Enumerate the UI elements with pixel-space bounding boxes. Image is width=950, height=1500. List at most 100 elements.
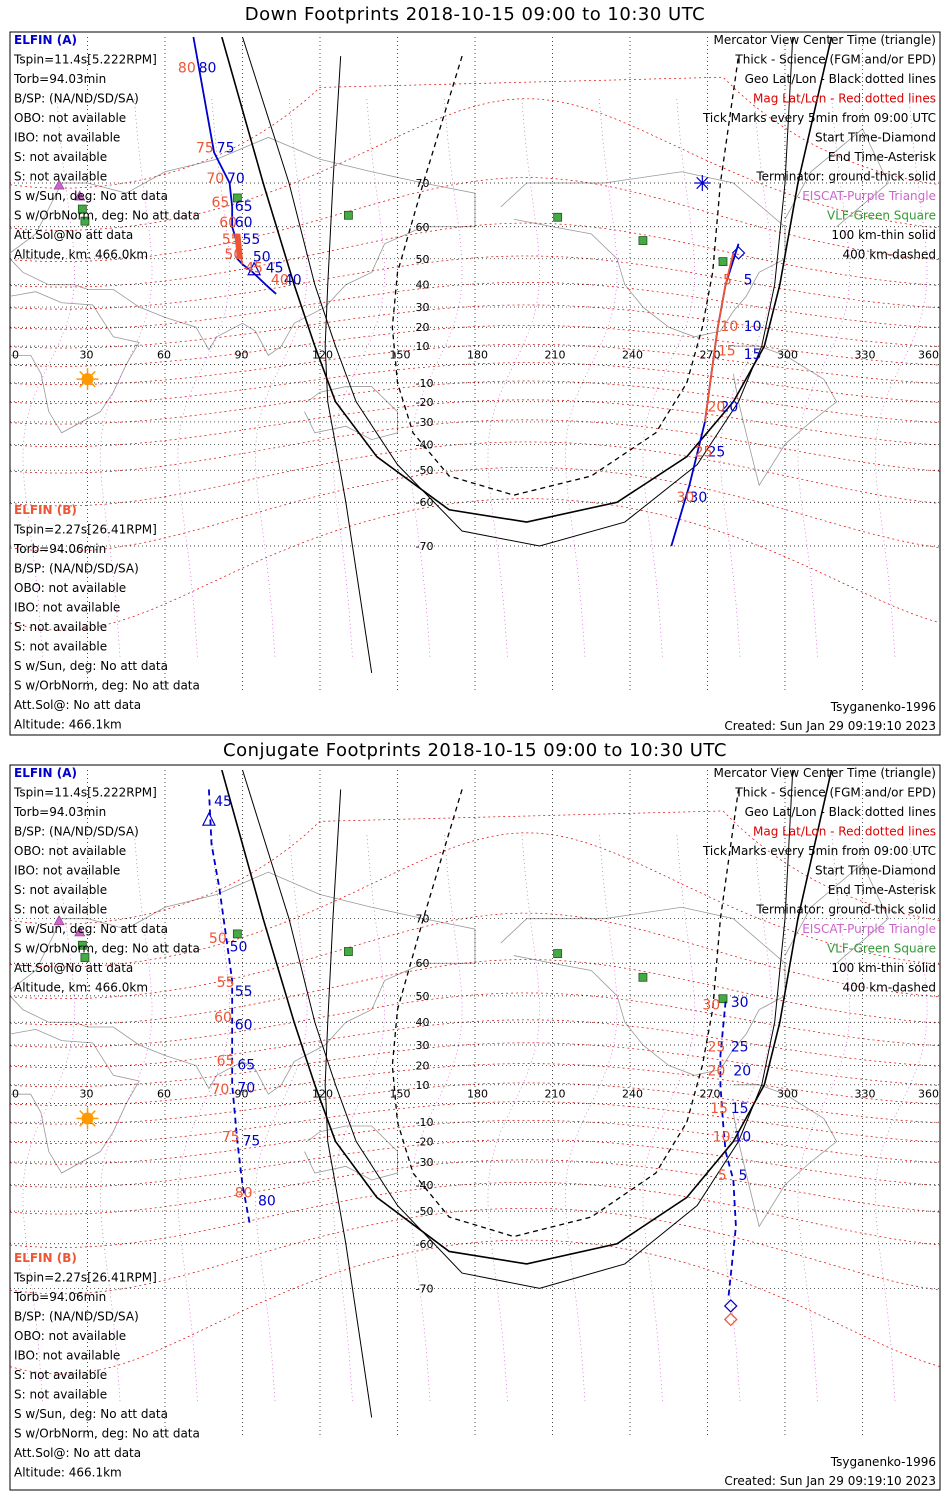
elfin-b-info-line: Att.Sol@: No att data xyxy=(14,698,141,712)
elfin-b-info-line: S w/Sun, deg: No att data xyxy=(14,659,168,673)
elfin-a-info-line: Altitude, km: 466.0km xyxy=(14,981,148,995)
elfin-b-info-line: Att.Sol@: No att data xyxy=(14,1446,141,1460)
lat-tick-label: 60 xyxy=(416,221,430,234)
track-tick-label: 80 xyxy=(235,1185,253,1201)
track-tick-label: 30 xyxy=(677,490,695,506)
legend-entry: End Time-Asterisk xyxy=(828,150,936,164)
legend-entry: 400 km-dashed xyxy=(842,981,936,995)
lat-tick-label: -10 xyxy=(416,377,434,390)
track-tick-label: 5 xyxy=(739,1168,748,1184)
lon-tick-label: 240 xyxy=(622,1088,643,1101)
track-tick-label: 65 xyxy=(217,1054,235,1070)
geo-grid xyxy=(10,37,940,692)
start-time-diamond xyxy=(723,1312,738,1327)
legend-entry: Mercator View Center Time (triangle) xyxy=(714,766,936,780)
legend-entry: End Time-Asterisk xyxy=(828,883,936,897)
track-tick-label: 70 xyxy=(206,171,224,187)
elfin-b-info-line: IBO: not available xyxy=(14,601,120,615)
elfin-a-info-line: B/SP: (NA/ND/SD/SA) xyxy=(14,825,139,839)
track-tick-label: 80 xyxy=(199,60,217,76)
terminator-ground xyxy=(221,770,833,1265)
elfin-a-info-line: Altitude, km: 466.0km xyxy=(14,248,148,262)
lat-tick-label: 10 xyxy=(416,1079,430,1092)
track-tick-label: 60 xyxy=(219,215,237,231)
center-time-triangle xyxy=(201,811,216,826)
elfin-a-info-line: S: not available xyxy=(14,170,107,184)
terminator-thin-left xyxy=(324,789,373,1418)
elfin-b-info-line: S: not available xyxy=(14,620,107,634)
elfin-a-info-line: S w/Sun, deg: No att data xyxy=(14,189,168,203)
lat-tick-label: -50 xyxy=(416,464,434,477)
track-tick-label: 50 xyxy=(230,940,248,956)
lat-tick-label: 70 xyxy=(416,177,430,190)
elfin-b-info-line: Torb=94.06min xyxy=(13,542,106,556)
elfin-b-info-line: S w/OrbNorm, deg: No att data xyxy=(14,1427,200,1441)
lon-tick-label: 120 xyxy=(312,349,333,362)
elfin-b-info-line: Altitude: 466.1km xyxy=(14,718,122,732)
track-tick-label: 70 xyxy=(212,1082,230,1098)
vlf-site-marker xyxy=(553,212,563,222)
lat-tick-label: -50 xyxy=(416,1205,434,1218)
track-tick-label: 80 xyxy=(178,60,196,76)
legend-entry: Mag Lat/Lon - Red dotted lines xyxy=(753,825,936,839)
lon-tick-label: 60 xyxy=(157,349,171,362)
start-time-diamond xyxy=(731,246,746,260)
elfin-b-info-line: Torb=94.06min xyxy=(13,1290,106,1304)
elfin-a-info-line: Tspin=11.4s[5.222RPM] xyxy=(13,53,157,67)
legend-entry: Mercator View Center Time (triangle) xyxy=(714,33,936,47)
elfin-b-info-line: B/SP: (NA/ND/SD/SA) xyxy=(14,1310,139,1324)
track-elfin-b-south xyxy=(704,252,735,423)
elfin-a-info-line: Torb=94.03min xyxy=(13,805,106,819)
track-tick-label: 50 xyxy=(224,247,242,263)
elfin-b-info-line: Tspin=2.27s[26.41RPM] xyxy=(13,523,157,537)
track-tick-label: 30 xyxy=(702,998,720,1014)
legend-entry: VLF-Green Square xyxy=(827,209,936,223)
elfin-b-info-line: S w/Sun, deg: No att data xyxy=(14,1407,168,1421)
eiscat-site-marker xyxy=(74,926,86,937)
legend-entry: Terminator: ground-thick solid xyxy=(755,903,936,917)
lon-tick-label: 240 xyxy=(622,349,643,362)
track-tick-label: 45 xyxy=(245,260,263,276)
legend: Mercator View Center Time (triangle) Thic… xyxy=(702,33,936,262)
lon-tick-label: 360 xyxy=(918,1088,939,1101)
lat-tick-label: -40 xyxy=(416,438,434,451)
elfin-b-info-line: S: not available xyxy=(14,640,107,654)
lon-tick-label: 0 xyxy=(12,1088,19,1101)
lat-tick-label: 50 xyxy=(416,990,430,1003)
lon-tick-label: 60 xyxy=(157,1088,171,1101)
vlf-site-marker xyxy=(80,216,90,226)
elfin-b-info-line: IBO: not available xyxy=(14,1349,120,1363)
track-tick-label: 40 xyxy=(284,273,302,289)
legend-entry: Start Time-Diamond xyxy=(815,864,936,878)
eiscat-site-marker xyxy=(53,915,65,926)
map-panel-1: 0 30 60 90 120 150 180 210 240 270 300 330 360706050… xyxy=(9,31,941,736)
elfin-a-info-line: Torb=94.03min xyxy=(13,72,106,86)
mag-grid xyxy=(10,76,940,631)
vlf-site-marker xyxy=(553,949,563,958)
track-tick-label: 10 xyxy=(713,1129,731,1145)
lon-tick-label: 360 xyxy=(918,349,939,362)
legend-entry: Geo Lat/Lon - Black dotted lines xyxy=(745,72,936,86)
terminator-400km xyxy=(391,55,740,496)
vlf-site-marker xyxy=(232,193,242,203)
track-tick-label: 70 xyxy=(237,1080,255,1096)
track-tick-label: 10 xyxy=(733,1129,751,1145)
vlf-site-marker xyxy=(344,947,353,956)
lat-tick-label: -30 xyxy=(416,416,434,429)
lat-tick-label: -20 xyxy=(416,396,434,409)
lon-tick-label: 120 xyxy=(312,1088,333,1101)
track-tick-label: 25 xyxy=(695,445,713,461)
lat-tick-label: 50 xyxy=(416,253,430,266)
elfin-b-header: ELFIN (B) xyxy=(14,1251,77,1265)
map-area xyxy=(10,37,940,692)
lon-tick-label: 30 xyxy=(80,1088,94,1101)
terminator-curves xyxy=(221,37,833,673)
model-label: Tsyganenko-1996 xyxy=(830,700,936,714)
track-tick-label: 75 xyxy=(217,140,235,156)
legend-entry: Start Time-Diamond xyxy=(815,131,936,145)
elfin-b-info-line: Altitude: 466.1km xyxy=(14,1466,122,1480)
lon-tick-label: 0 xyxy=(12,349,19,362)
lat-tick-label: 70 xyxy=(416,913,430,926)
vlf-site-marker xyxy=(718,994,728,1004)
